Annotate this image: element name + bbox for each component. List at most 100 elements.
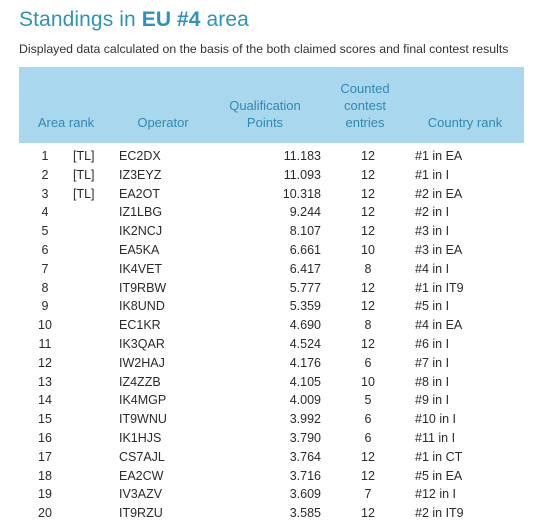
table-row: 1 [TL] EC2DX 11.183 12 #1 in EA bbox=[19, 147, 524, 166]
operator-cell: IZ4ZZB bbox=[119, 374, 161, 389]
area-rank-cell: 14 bbox=[38, 393, 52, 408]
operator-cell: IV3AZV bbox=[119, 487, 163, 502]
points-cell: 3.764 bbox=[289, 449, 321, 464]
table-row: 16 IK1HJS 3.790 6 #11 in I bbox=[19, 429, 524, 448]
table-row: 13 IZ4ZZB 4.105 10 #8 in I bbox=[19, 373, 524, 392]
table-row: 8 IT9RBW 5.777 12 #1 in IT9 bbox=[19, 279, 524, 298]
header-qualification-points: Qualification Points bbox=[229, 98, 301, 130]
points-cell: 11.183 bbox=[283, 149, 321, 163]
points-cell: 4.176 bbox=[289, 355, 321, 370]
points-cell: 3.992 bbox=[289, 412, 321, 427]
area-rank-cell: 1 bbox=[41, 149, 49, 163]
area-rank-cell: 6 bbox=[41, 242, 49, 257]
table-header: Area rank Operator Qualification Points … bbox=[19, 67, 524, 143]
area-rank-cell: 15 bbox=[38, 412, 52, 427]
operator-cell: CS7AJL bbox=[119, 449, 165, 464]
team-leader-tag: [TL] bbox=[73, 186, 95, 201]
points-cell: 3.790 bbox=[289, 430, 321, 445]
table-row: 14 IK4MGP 4.009 5 #9 in I bbox=[19, 391, 524, 410]
entries-cell: 12 bbox=[361, 186, 375, 201]
points-cell: 4.009 bbox=[289, 393, 321, 408]
title-prefix: Standings in bbox=[19, 8, 142, 31]
entries-cell: 6 bbox=[364, 430, 372, 445]
points-cell: 3.609 bbox=[289, 487, 321, 502]
area-rank-cell: 13 bbox=[38, 374, 52, 389]
area-rank-cell: 5 bbox=[41, 224, 49, 239]
country-rank-cell: #7 in I bbox=[415, 355, 450, 370]
points-cell: 9.244 bbox=[289, 205, 321, 220]
table-row: 6 EA5KA 6.661 10 #3 in EA bbox=[19, 241, 524, 260]
operator-cell: IK2NCJ bbox=[119, 224, 163, 239]
team-leader-tag: [TL] bbox=[73, 167, 95, 182]
country-rank-cell: #12 in I bbox=[415, 487, 457, 502]
area-rank-cell: 11 bbox=[38, 336, 52, 351]
operator-cell: IK3QAR bbox=[119, 336, 165, 351]
country-rank-cell: #3 in EA bbox=[415, 242, 463, 257]
page-subtitle: Displayed data calculated on the basis o… bbox=[19, 42, 509, 56]
area-rank-cell: 19 bbox=[38, 487, 52, 502]
entries-cell: 6 bbox=[364, 412, 372, 427]
country-rank-cell: #2 in EA bbox=[415, 186, 463, 201]
area-rank-cell: 4 bbox=[41, 205, 49, 220]
operator-cell: IK1HJS bbox=[119, 430, 162, 445]
header-counted-entries: Counted contest entries bbox=[340, 81, 390, 130]
operator-cell: IZ1LBG bbox=[119, 205, 163, 220]
country-rank-cell: #6 in I bbox=[415, 336, 450, 351]
table-row: 11 IK3QAR 4.524 12 #6 in I bbox=[19, 335, 524, 354]
entries-cell: 12 bbox=[361, 149, 375, 163]
entries-cell: 12 bbox=[361, 336, 375, 351]
operator-cell: EA2CW bbox=[119, 468, 164, 483]
country-rank-cell: #5 in EA bbox=[415, 468, 463, 483]
country-rank-cell: #11 in I bbox=[415, 430, 456, 445]
operator-cell: IK8UND bbox=[119, 299, 165, 314]
country-rank-cell: #10 in I bbox=[415, 412, 457, 427]
table-row: 4 IZ1LBG 9.244 12 #2 in I bbox=[19, 203, 524, 222]
points-cell: 6.417 bbox=[289, 261, 321, 276]
operator-cell: IT9WNU bbox=[119, 412, 167, 427]
header-country-rank: Country rank bbox=[427, 115, 503, 130]
points-cell: 10.318 bbox=[282, 186, 321, 201]
entries-cell: 10 bbox=[361, 374, 375, 389]
area-rank-cell: 17 bbox=[38, 449, 52, 464]
points-cell: 5.359 bbox=[289, 299, 321, 314]
entries-cell: 12 bbox=[361, 167, 375, 182]
entries-cell: 12 bbox=[361, 205, 375, 220]
entries-cell: 12 bbox=[361, 280, 375, 295]
area-rank-cell: 10 bbox=[38, 318, 52, 333]
entries-cell: 12 bbox=[361, 224, 375, 239]
page-title: Standings in EU #4 area bbox=[19, 8, 249, 32]
area-rank-cell: 2 bbox=[41, 167, 49, 182]
area-rank-cell: 12 bbox=[38, 355, 52, 370]
entries-cell: 12 bbox=[361, 468, 375, 483]
points-cell: 4.690 bbox=[289, 318, 321, 333]
area-rank-cell: 7 bbox=[41, 261, 49, 276]
entries-cell: 8 bbox=[364, 261, 372, 276]
table-body: 1 [TL] EC2DX 11.183 12 #1 in EA 2 [TL] IZ3EYZ 11.… bbox=[19, 143, 524, 523]
area-rank-cell: 16 bbox=[38, 430, 52, 445]
header-area-rank: Area rank bbox=[37, 115, 95, 130]
operator-cell: EA5KA bbox=[119, 242, 160, 257]
operator-cell: EC1KR bbox=[119, 318, 161, 333]
header-operator: Operator bbox=[137, 115, 189, 130]
country-rank-cell: #8 in I bbox=[415, 374, 450, 389]
points-cell: 4.105 bbox=[289, 374, 321, 389]
country-rank-cell: #1 in IT9 bbox=[415, 280, 464, 295]
table-row: 5 IK2NCJ 8.107 12 #3 in I bbox=[19, 222, 524, 241]
table-row: 18 EA2CW 3.716 12 #5 in EA bbox=[19, 467, 524, 486]
entries-cell: 10 bbox=[361, 242, 375, 257]
table-row: 15 IT9WNU 3.992 6 #10 in I bbox=[19, 410, 524, 429]
area-rank-cell: 20 bbox=[38, 506, 52, 521]
points-cell: 5.777 bbox=[289, 280, 321, 295]
table-row: 17 CS7AJL 3.764 12 #1 in CT bbox=[19, 448, 524, 467]
area-rank-cell: 3 bbox=[41, 186, 49, 201]
points-cell: 3.585 bbox=[289, 506, 321, 521]
country-rank-cell: #4 in I bbox=[415, 261, 450, 276]
area-rank-cell: 18 bbox=[38, 468, 52, 483]
operator-cell: IT9RBW bbox=[119, 280, 167, 295]
title-suffix: area bbox=[200, 8, 249, 31]
table-row: 3 [TL] EA2OT 10.318 12 #2 in EA bbox=[19, 185, 524, 204]
entries-cell: 5 bbox=[364, 393, 372, 408]
area-rank-cell: 9 bbox=[41, 299, 49, 314]
entries-cell: 12 bbox=[361, 299, 375, 314]
points-cell: 3.716 bbox=[289, 468, 321, 483]
